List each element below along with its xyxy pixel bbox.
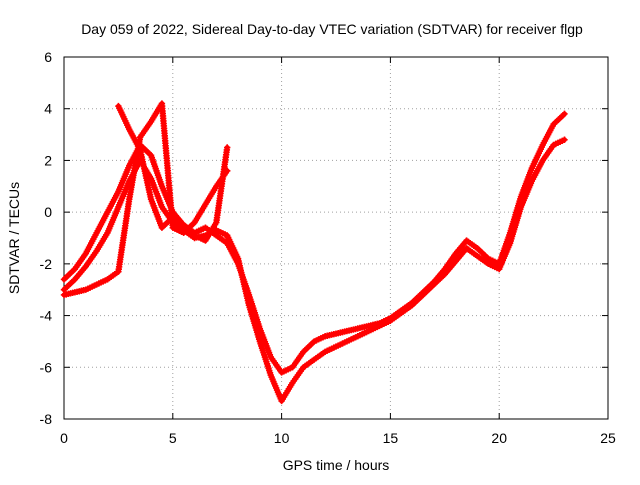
y-axis-label: SDTVAR / TECUs xyxy=(6,182,22,294)
chart-title: Day 059 of 2022, Sidereal Day-to-day VTE… xyxy=(81,21,583,37)
x-tick-label: 25 xyxy=(600,430,616,446)
plot-area xyxy=(60,56,609,420)
data-point-marker xyxy=(561,136,568,143)
series-pass-c xyxy=(60,100,231,299)
y-tick-label: -8 xyxy=(40,411,53,427)
y-tick-label: 4 xyxy=(44,101,52,117)
y-tick-labels: -8 -6 -4 -2 0 2 4 6 xyxy=(40,49,53,427)
y-tick-label: -2 xyxy=(40,256,53,272)
x-tick-label: 10 xyxy=(274,430,290,446)
x-tick-label: 20 xyxy=(491,430,507,446)
plot-frame xyxy=(63,56,609,420)
marks-layer xyxy=(60,100,568,405)
y-tick-label: -6 xyxy=(40,359,53,375)
x-tick-label: 0 xyxy=(60,430,68,446)
y-tick-label: 0 xyxy=(44,204,52,220)
tick-layer xyxy=(63,56,609,420)
y-tick-label: 2 xyxy=(44,152,52,168)
y-tick-label: -4 xyxy=(40,308,53,324)
series-pass-d xyxy=(115,102,231,244)
y-tick-label: 6 xyxy=(44,49,52,65)
x-tick-label: 15 xyxy=(383,430,399,446)
x-tick-label: 5 xyxy=(169,430,177,446)
series-pass-b xyxy=(60,136,568,405)
x-tick-labels: 0 5 10 15 20 25 xyxy=(60,430,616,446)
data-point-marker xyxy=(224,144,231,151)
grid-layer xyxy=(64,57,608,419)
data-point-marker xyxy=(561,110,568,118)
x-axis-label: GPS time / hours xyxy=(283,457,390,473)
